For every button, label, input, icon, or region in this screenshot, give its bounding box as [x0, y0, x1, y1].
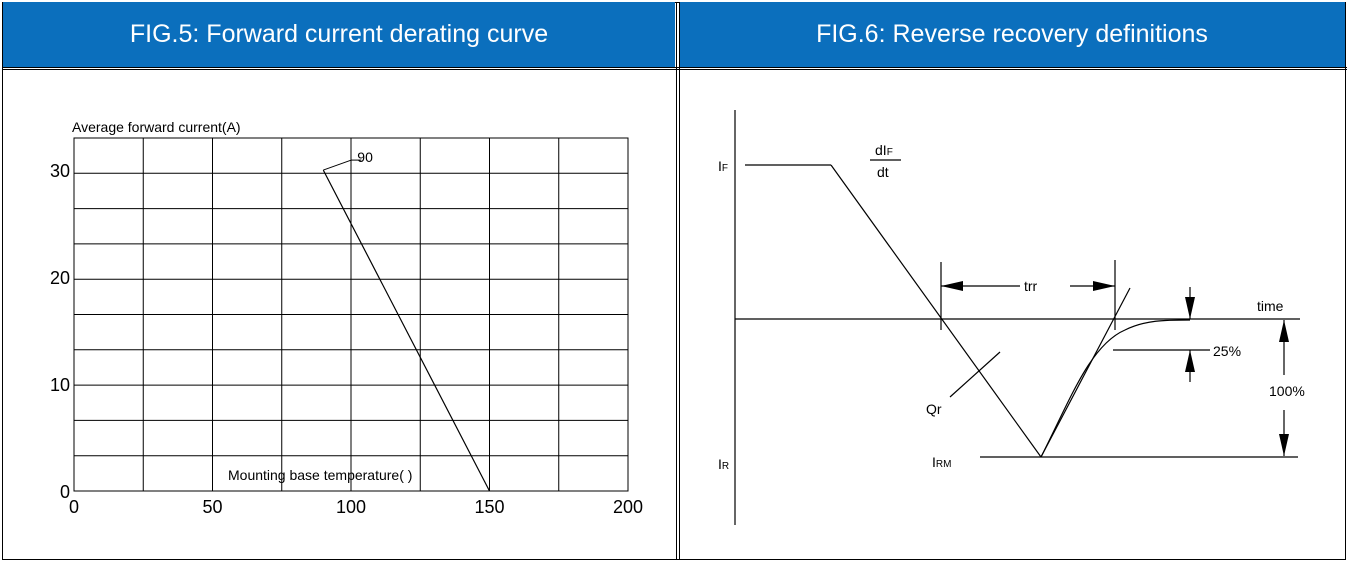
falling-slope-line [830, 164, 1042, 458]
irm-label: IRM [932, 454, 951, 470]
didt-numerator: dIF [875, 142, 893, 158]
recovery-tangent-line [1040, 287, 1131, 458]
qr-leader-line [949, 351, 1001, 398]
header-rule [2, 67, 1347, 70]
x-axis-label: Mounting base temperature( ) [228, 467, 412, 483]
x-tick-label: 0 [69, 497, 79, 517]
if-label: IF [718, 158, 728, 174]
fig6-title: FIG.6: Reverse recovery definitions [679, 2, 1345, 67]
annotation-label: 90 [357, 149, 373, 165]
chart-marks: 0 10 20 30 0 50 100 150 200 90 [50, 149, 643, 517]
annotation-leader [323, 159, 352, 171]
derating-chart: 0 10 20 30 0 50 100 150 200 90 Average forward cu… [50, 119, 643, 517]
pct25-label: 25% [1213, 343, 1241, 359]
y-tick-label: 20 [50, 268, 70, 288]
chart-grid [73, 137, 629, 492]
x-tick-label: 100 [336, 497, 366, 517]
panel-divider-right [679, 2, 680, 560]
x-tick-label: 150 [474, 497, 504, 517]
x-tick-label: 200 [613, 497, 643, 517]
panel-divider-left [676, 2, 677, 560]
fig5-title: FIG.5: Forward current derating curve [3, 2, 675, 67]
ir-label: IR [718, 456, 729, 472]
qr-label: Qr [926, 401, 942, 417]
y-axis-label: Average forward current(A) [72, 119, 241, 135]
pct100-label: 100% [1269, 383, 1305, 399]
time-label: time [1257, 298, 1284, 314]
didt-denominator: dt [877, 164, 889, 180]
y-tick-label: 0 [60, 482, 70, 502]
trr-label: trr [1024, 278, 1038, 294]
derating-curve [322, 169, 491, 492]
y-tick-label: 10 [50, 375, 70, 395]
y-tick-label: 30 [50, 161, 70, 181]
recovery-curve [1040, 319, 1191, 458]
x-tick-label: 50 [202, 497, 222, 517]
